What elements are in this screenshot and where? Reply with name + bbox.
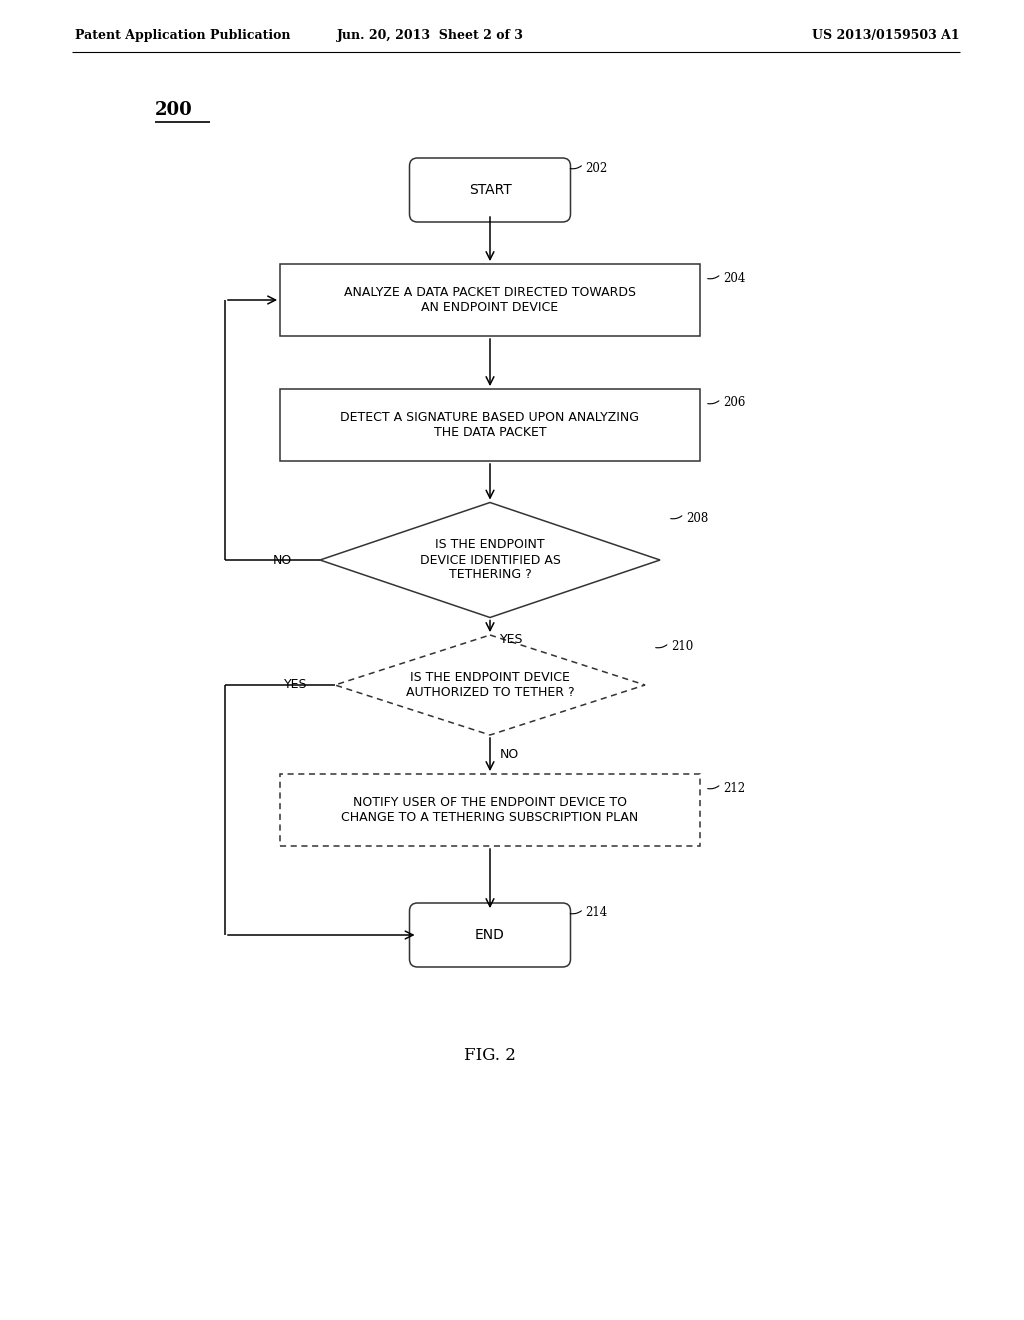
Text: 206: 206 xyxy=(723,396,745,409)
Text: 214: 214 xyxy=(586,907,608,920)
Text: NOTIFY USER OF THE ENDPOINT DEVICE TO
CHANGE TO A TETHERING SUBSCRIPTION PLAN: NOTIFY USER OF THE ENDPOINT DEVICE TO CH… xyxy=(341,796,639,824)
Text: NO: NO xyxy=(500,748,519,762)
Polygon shape xyxy=(319,503,660,618)
Text: END: END xyxy=(475,928,505,942)
Text: 210: 210 xyxy=(671,640,693,653)
Text: YES: YES xyxy=(284,678,307,692)
Text: 208: 208 xyxy=(686,511,709,524)
Text: 212: 212 xyxy=(723,781,745,795)
Polygon shape xyxy=(335,635,645,735)
Bar xyxy=(280,774,700,846)
Text: IS THE ENDPOINT DEVICE
AUTHORIZED TO TETHER ?: IS THE ENDPOINT DEVICE AUTHORIZED TO TET… xyxy=(406,671,574,700)
FancyBboxPatch shape xyxy=(410,158,570,222)
Text: YES: YES xyxy=(500,634,523,645)
Text: NO: NO xyxy=(272,553,292,566)
Text: IS THE ENDPOINT
DEVICE IDENTIFIED AS
TETHERING ?: IS THE ENDPOINT DEVICE IDENTIFIED AS TET… xyxy=(420,539,560,582)
Bar xyxy=(280,389,700,461)
Text: ANALYZE A DATA PACKET DIRECTED TOWARDS
AN ENDPOINT DEVICE: ANALYZE A DATA PACKET DIRECTED TOWARDS A… xyxy=(344,286,636,314)
Bar xyxy=(280,264,700,337)
Text: 200: 200 xyxy=(155,102,193,119)
Text: DETECT A SIGNATURE BASED UPON ANALYZING
THE DATA PACKET: DETECT A SIGNATURE BASED UPON ANALYZING … xyxy=(341,411,640,440)
Text: FIG. 2: FIG. 2 xyxy=(464,1047,516,1064)
Text: Jun. 20, 2013  Sheet 2 of 3: Jun. 20, 2013 Sheet 2 of 3 xyxy=(337,29,523,41)
Text: US 2013/0159503 A1: US 2013/0159503 A1 xyxy=(812,29,961,41)
Text: Patent Application Publication: Patent Application Publication xyxy=(75,29,291,41)
Text: START: START xyxy=(469,183,511,197)
Text: 202: 202 xyxy=(586,161,608,174)
Text: 204: 204 xyxy=(723,272,745,285)
FancyBboxPatch shape xyxy=(410,903,570,968)
